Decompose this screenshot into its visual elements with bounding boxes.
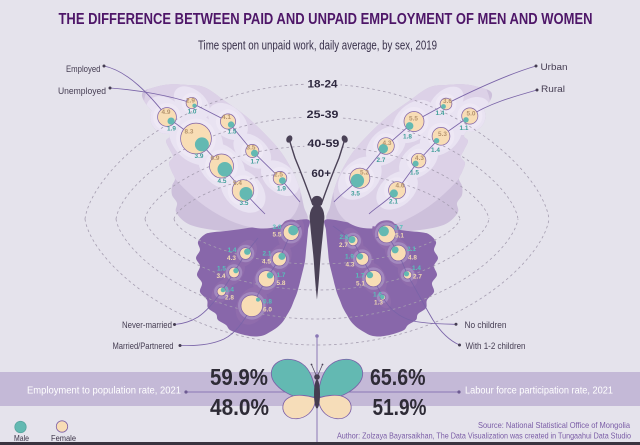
svg-text:1.4: 1.4 bbox=[431, 147, 440, 154]
svg-text:No children: No children bbox=[465, 320, 507, 330]
svg-text:2.9: 2.9 bbox=[186, 98, 195, 105]
svg-text:1.9: 1.9 bbox=[345, 254, 354, 261]
svg-text:4.8: 4.8 bbox=[408, 255, 417, 262]
svg-text:1.1: 1.1 bbox=[460, 125, 469, 132]
svg-text:2.7: 2.7 bbox=[394, 225, 403, 232]
svg-text:2.5: 2.5 bbox=[274, 172, 283, 179]
svg-text:1.4: 1.4 bbox=[412, 265, 421, 272]
svg-text:5.1: 5.1 bbox=[356, 281, 365, 288]
svg-text:Time spent on unpaid work, dai: Time spent on unpaid work, daily average… bbox=[198, 39, 437, 53]
svg-text:1.3: 1.3 bbox=[374, 300, 383, 307]
svg-text:Urban: Urban bbox=[541, 62, 568, 72]
svg-text:2.7: 2.7 bbox=[413, 274, 422, 281]
svg-text:1.6: 1.6 bbox=[373, 292, 382, 299]
svg-text:40-59: 40-59 bbox=[307, 138, 339, 150]
svg-text:1.0: 1.0 bbox=[188, 109, 197, 116]
svg-text:5.5: 5.5 bbox=[409, 116, 418, 123]
svg-text:0.8: 0.8 bbox=[263, 299, 272, 306]
svg-text:3.9: 3.9 bbox=[195, 153, 204, 160]
svg-text:3.5: 3.5 bbox=[240, 200, 249, 207]
svg-text:2.1: 2.1 bbox=[263, 251, 272, 258]
svg-text:59.9%: 59.9% bbox=[210, 364, 268, 390]
svg-text:1.7: 1.7 bbox=[251, 159, 260, 166]
svg-text:Rural: Rural bbox=[541, 84, 565, 94]
svg-text:2.1: 2.1 bbox=[407, 246, 416, 253]
svg-text:60+: 60+ bbox=[311, 168, 331, 180]
svg-text:1.5: 1.5 bbox=[228, 129, 237, 136]
svg-text:2.8: 2.8 bbox=[225, 295, 234, 302]
svg-text:3.5: 3.5 bbox=[247, 145, 256, 152]
svg-text:1.4: 1.4 bbox=[436, 110, 445, 117]
svg-text:Female: Female bbox=[51, 433, 76, 443]
svg-text:5.0: 5.0 bbox=[467, 111, 476, 118]
svg-text:1.4: 1.4 bbox=[225, 287, 234, 294]
svg-text:2.7: 2.7 bbox=[339, 242, 348, 249]
svg-text:2.7: 2.7 bbox=[377, 157, 386, 164]
svg-text:Male: Male bbox=[14, 433, 29, 443]
svg-text:5.8: 5.8 bbox=[277, 280, 286, 287]
svg-text:Employment to population rate,: Employment to population rate, 2021 bbox=[27, 386, 181, 397]
svg-text:5.3: 5.3 bbox=[438, 131, 447, 138]
svg-text:6.9: 6.9 bbox=[211, 155, 220, 162]
svg-text:1.7: 1.7 bbox=[277, 272, 286, 279]
svg-text:4.3: 4.3 bbox=[346, 262, 355, 269]
svg-text:3.5: 3.5 bbox=[351, 191, 360, 198]
svg-text:8.3: 8.3 bbox=[185, 129, 194, 136]
svg-text:1.9: 1.9 bbox=[167, 126, 176, 133]
svg-text:4.6: 4.6 bbox=[396, 183, 405, 190]
svg-text:65.6%: 65.6% bbox=[370, 364, 426, 390]
svg-text:THE DIFFERENCE BETWEEN PAID AN: THE DIFFERENCE BETWEEN PAID AND UNPAID E… bbox=[59, 11, 593, 28]
svg-text:4.1: 4.1 bbox=[222, 114, 231, 121]
svg-text:5.2: 5.2 bbox=[360, 170, 369, 177]
svg-text:18-24: 18-24 bbox=[308, 79, 338, 91]
svg-text:1.5: 1.5 bbox=[217, 266, 226, 273]
svg-text:1.4: 1.4 bbox=[228, 247, 237, 254]
svg-text:With 1-2 children: With 1-2 children bbox=[466, 341, 526, 351]
svg-text:Married/Partnered: Married/Partnered bbox=[113, 341, 174, 351]
svg-text:4.5: 4.5 bbox=[262, 259, 271, 266]
svg-text:2.1: 2.1 bbox=[389, 199, 398, 206]
svg-text:Author: Zolzaya Bayarsaikhan,: Author: Zolzaya Bayarsaikhan, The Data V… bbox=[337, 431, 631, 441]
svg-text:1.8: 1.8 bbox=[403, 134, 412, 141]
svg-text:Unemployed: Unemployed bbox=[58, 86, 106, 96]
svg-text:1.9: 1.9 bbox=[277, 186, 286, 193]
svg-text:5.4: 5.4 bbox=[233, 180, 242, 187]
svg-text:1.7: 1.7 bbox=[356, 273, 365, 280]
svg-text:25-39: 25-39 bbox=[307, 109, 339, 121]
svg-text:Never-married: Never-married bbox=[122, 320, 172, 330]
svg-text:51.9%: 51.9% bbox=[373, 394, 427, 420]
svg-text:2.6: 2.6 bbox=[340, 234, 349, 241]
svg-text:1.5: 1.5 bbox=[410, 170, 419, 177]
svg-text:4.3: 4.3 bbox=[383, 140, 392, 147]
svg-text:4.3: 4.3 bbox=[415, 155, 424, 162]
svg-text:4.5: 4.5 bbox=[218, 178, 227, 185]
svg-text:3.0: 3.0 bbox=[273, 224, 282, 231]
svg-text:5.5: 5.5 bbox=[273, 232, 282, 239]
svg-text:Source: National Statistical O: Source: National Statistical Office of M… bbox=[478, 420, 630, 430]
svg-text:5.1: 5.1 bbox=[395, 233, 404, 240]
svg-text:4.9: 4.9 bbox=[162, 109, 171, 116]
svg-text:48.0%: 48.0% bbox=[210, 394, 269, 420]
svg-text:3.4: 3.4 bbox=[217, 273, 226, 280]
svg-text:4.3: 4.3 bbox=[227, 255, 236, 262]
svg-text:Employed: Employed bbox=[66, 64, 101, 74]
svg-text:Labour force participation rat: Labour force participation rate, 2021 bbox=[465, 386, 613, 397]
svg-text:3.6: 3.6 bbox=[443, 98, 452, 105]
svg-text:6.0: 6.0 bbox=[263, 307, 272, 314]
